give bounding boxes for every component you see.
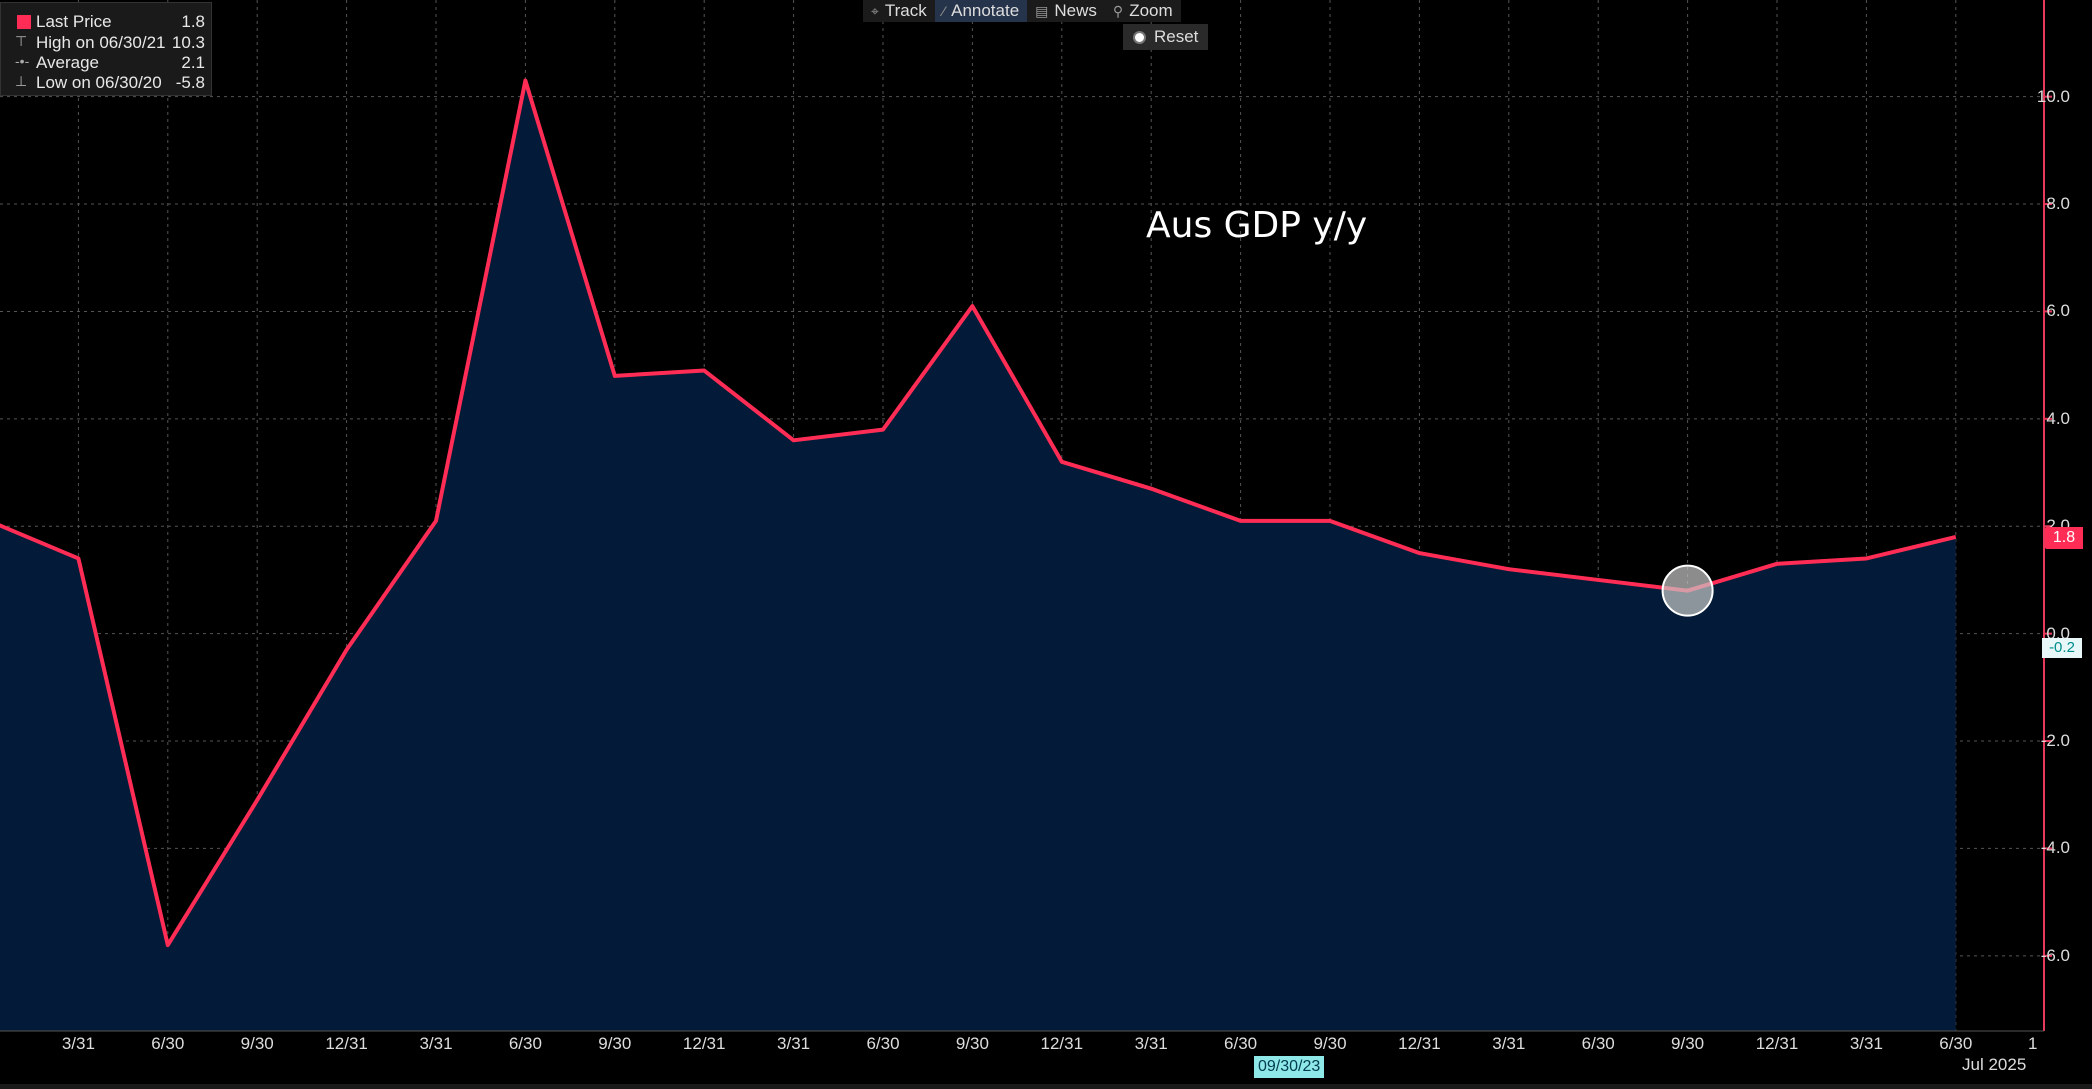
last-value-badge: 1.8: [2045, 527, 2083, 549]
news-button[interactable]: ▤ News: [1027, 0, 1105, 22]
news-label: News: [1054, 1, 1097, 20]
x-tick-label: 12/31: [1040, 1034, 1084, 1053]
y-tick-label: -2.0: [2040, 731, 2070, 751]
low-marker-icon: ⊥: [15, 73, 28, 89]
chart-annotation[interactable]: Aus GDP y/y: [1146, 205, 1368, 246]
pencil-icon: ⁄: [942, 3, 946, 19]
x-tick-label: 6/30: [151, 1034, 185, 1053]
x-tick-label: 6/30: [1581, 1034, 1615, 1053]
cursor-marker[interactable]: [1661, 564, 1714, 617]
y-tick-label: 10.0: [2036, 86, 2070, 106]
legend-high-value: 10.3: [171, 33, 205, 52]
x-tick-label: 12/31: [682, 1034, 726, 1053]
x-tick-label: 9/30: [1313, 1034, 1347, 1053]
legend-average-value: 2.1: [181, 53, 205, 72]
y-tick-label: 8.0: [2046, 194, 2070, 214]
legend: Last Price 1.8 ⊤ High on 06/30/21 10.3 -…: [0, 2, 212, 96]
high-marker-icon: ⊤: [15, 33, 28, 49]
x-tick-label: 3/31: [1492, 1034, 1526, 1053]
y-tick-label: -4.0: [2040, 838, 2070, 858]
x-tick-label: 12/31: [1398, 1034, 1441, 1053]
x-axis-tail-tick: 1: [2028, 1034, 2038, 1053]
annotate-button[interactable]: ⁄ Annotate: [934, 0, 1028, 22]
legend-low[interactable]: ⊥ Low on 06/30/20 -5.8: [5, 73, 205, 93]
x-tick-label: 3/31: [777, 1034, 811, 1053]
legend-low-label: Low on 06/30/20: [36, 73, 162, 92]
series-line: [0, 78, 1957, 948]
legend-average-label: Average: [36, 53, 100, 72]
legend-last-price-label: Last Price: [36, 12, 112, 31]
legend-average[interactable]: -•- Average 2.1: [5, 53, 205, 73]
reference-value-badge: -0.2: [2042, 638, 2082, 658]
x-tick-label: 9/30: [598, 1034, 632, 1053]
y-tick-label: -6.0: [2040, 945, 2070, 965]
x-tick-label: 3/31: [1134, 1034, 1168, 1053]
legend-high[interactable]: ⊤ High on 06/30/21 10.3: [5, 33, 205, 53]
scrollbar[interactable]: [0, 1084, 2092, 1089]
legend-last-price-value: 1.8: [181, 12, 205, 31]
x-tick-label: 12/31: [1755, 1034, 1799, 1053]
crosshair-icon: ⌖: [871, 2, 879, 19]
reset-label: Reset: [1154, 27, 1199, 46]
track-button[interactable]: ⌖ Track: [863, 0, 935, 22]
x-tick-label: 9/30: [240, 1034, 274, 1053]
y-tick-label: 0.0: [2046, 623, 2070, 643]
cursor-date-badge: 09/30/23: [1254, 1056, 1325, 1078]
x-tick-label: 9/30: [955, 1034, 989, 1053]
x-tick-label: 12/31: [325, 1034, 368, 1053]
chart-toolbar: ⌖ Track ⁄ Annotate ▤ News ⚲ Zoom: [863, 0, 1181, 22]
average-marker-icon: -•-: [15, 53, 30, 69]
x-tick-label: 6/30: [1939, 1034, 1973, 1053]
x-tick-label: 6/30: [866, 1034, 900, 1053]
magnifier-icon: ⚲: [1112, 2, 1124, 19]
zoom-button[interactable]: ⚲ Zoom: [1105, 0, 1181, 22]
legend-high-label: High on 06/30/21: [36, 33, 166, 52]
legend-low-value: -5.8: [175, 73, 205, 92]
reset-button[interactable]: Reset: [1123, 24, 1209, 50]
series-swatch: [17, 15, 31, 29]
area-fill: [0, 80, 1956, 1031]
x-tick-label: 3/31: [419, 1034, 453, 1053]
track-label: Track: [884, 1, 927, 20]
y-tick-label: 6.0: [2046, 301, 2070, 321]
news-icon: ▤: [1035, 2, 1049, 19]
x-tick-label: 3/31: [1849, 1034, 1883, 1053]
x-tick-label: 6/30: [1224, 1034, 1258, 1053]
x-axis-year-label: Jul 2025: [1962, 1055, 2027, 1074]
zoom-label: Zoom: [1129, 1, 1173, 20]
x-tick-label: 6/30: [508, 1034, 542, 1053]
x-tick-label: 9/30: [1671, 1034, 1705, 1053]
legend-last-price[interactable]: Last Price 1.8: [5, 12, 205, 32]
reset-icon: [1133, 30, 1146, 44]
y-tick-label: 4.0: [2046, 408, 2070, 428]
x-tick-label: 3/31: [61, 1034, 95, 1053]
annotate-label: Annotate: [951, 1, 1020, 20]
